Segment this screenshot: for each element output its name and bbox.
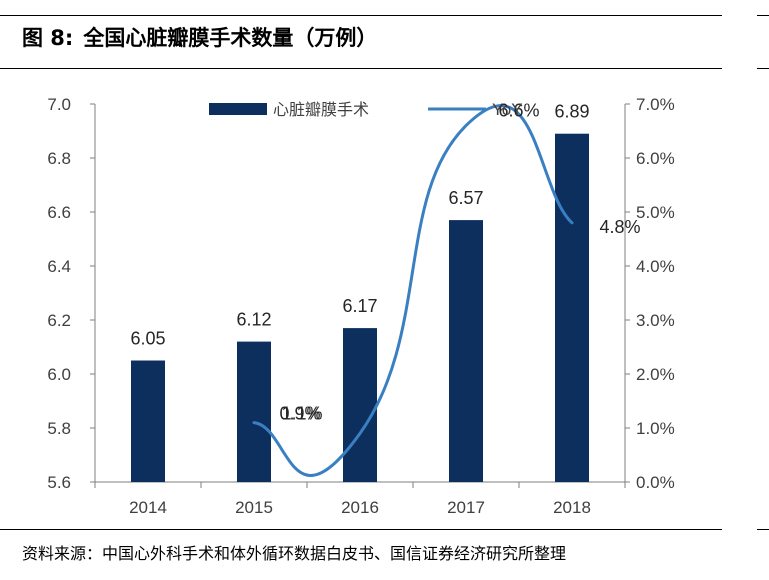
left-tick-label: 7.0 (47, 95, 71, 114)
bar-data-label: 6.05 (130, 329, 165, 349)
right-tick-label: 7.0% (636, 95, 675, 114)
bar (449, 220, 483, 482)
bottom-rule (0, 529, 722, 530)
source-note: 资料来源：中国心外科手术和体外循环数据白皮书、国信证券经济研究所整理 (22, 544, 567, 563)
right-tick-label: 5.0% (636, 203, 675, 222)
bar-data-label: 6.89 (554, 102, 589, 122)
figure-number: 图 8: (22, 26, 74, 50)
figure-title-text: 全国心脏瓣膜手术数量（万例） (83, 26, 378, 50)
legend-bar-swatch (209, 103, 267, 115)
yoy-line (252, 104, 574, 477)
yoy-data-label: 1.1% (281, 404, 322, 424)
x-tick-label: 2018 (553, 498, 591, 517)
left-tick-label: 5.6 (47, 473, 71, 492)
yoy-data-label: 6.6% (498, 101, 539, 121)
left-tick-label: 6.2 (47, 311, 71, 330)
x-tick-label: 2017 (447, 498, 485, 517)
right-tick-label: 4.0% (636, 257, 675, 276)
bar (343, 328, 377, 482)
bar-data-label: 6.57 (448, 188, 483, 208)
yoy-data-label: 0.9% (279, 403, 320, 423)
bar-data-label: 6.17 (342, 296, 377, 316)
left-tick-label: 6.8 (47, 149, 71, 168)
yoy-data-label: 4.8% (599, 217, 640, 237)
x-tick-label: 2014 (129, 498, 167, 517)
side-mark-top (757, 15, 769, 16)
title-rule (0, 68, 722, 69)
right-tick-label: 6.0% (636, 149, 675, 168)
right-tick-label: 1.0% (636, 419, 675, 438)
x-tick-label: 2015 (235, 498, 273, 517)
bar (237, 341, 271, 482)
side-mark-mid (757, 68, 769, 69)
legend-bar-label: 心脏瓣膜手术 (273, 100, 369, 119)
left-tick-label: 6.4 (47, 257, 71, 276)
top-rule (0, 15, 722, 16)
bar-data-label: 6.12 (236, 310, 271, 330)
figure-title: 图 8: 全国心脏瓣膜手术数量（万例） (22, 22, 377, 52)
legend-line-label: YoY (492, 100, 523, 119)
bar (555, 133, 589, 482)
right-tick-label: 0.0% (636, 473, 675, 492)
left-tick-label: 6.0 (47, 365, 71, 384)
bar (131, 360, 165, 482)
right-tick-label: 3.0% (636, 311, 675, 330)
side-mark-bottom (757, 529, 769, 530)
left-tick-label: 6.6 (47, 203, 71, 222)
x-tick-label: 2016 (341, 498, 379, 517)
left-tick-label: 5.8 (47, 419, 71, 438)
right-tick-label: 2.0% (636, 365, 675, 384)
